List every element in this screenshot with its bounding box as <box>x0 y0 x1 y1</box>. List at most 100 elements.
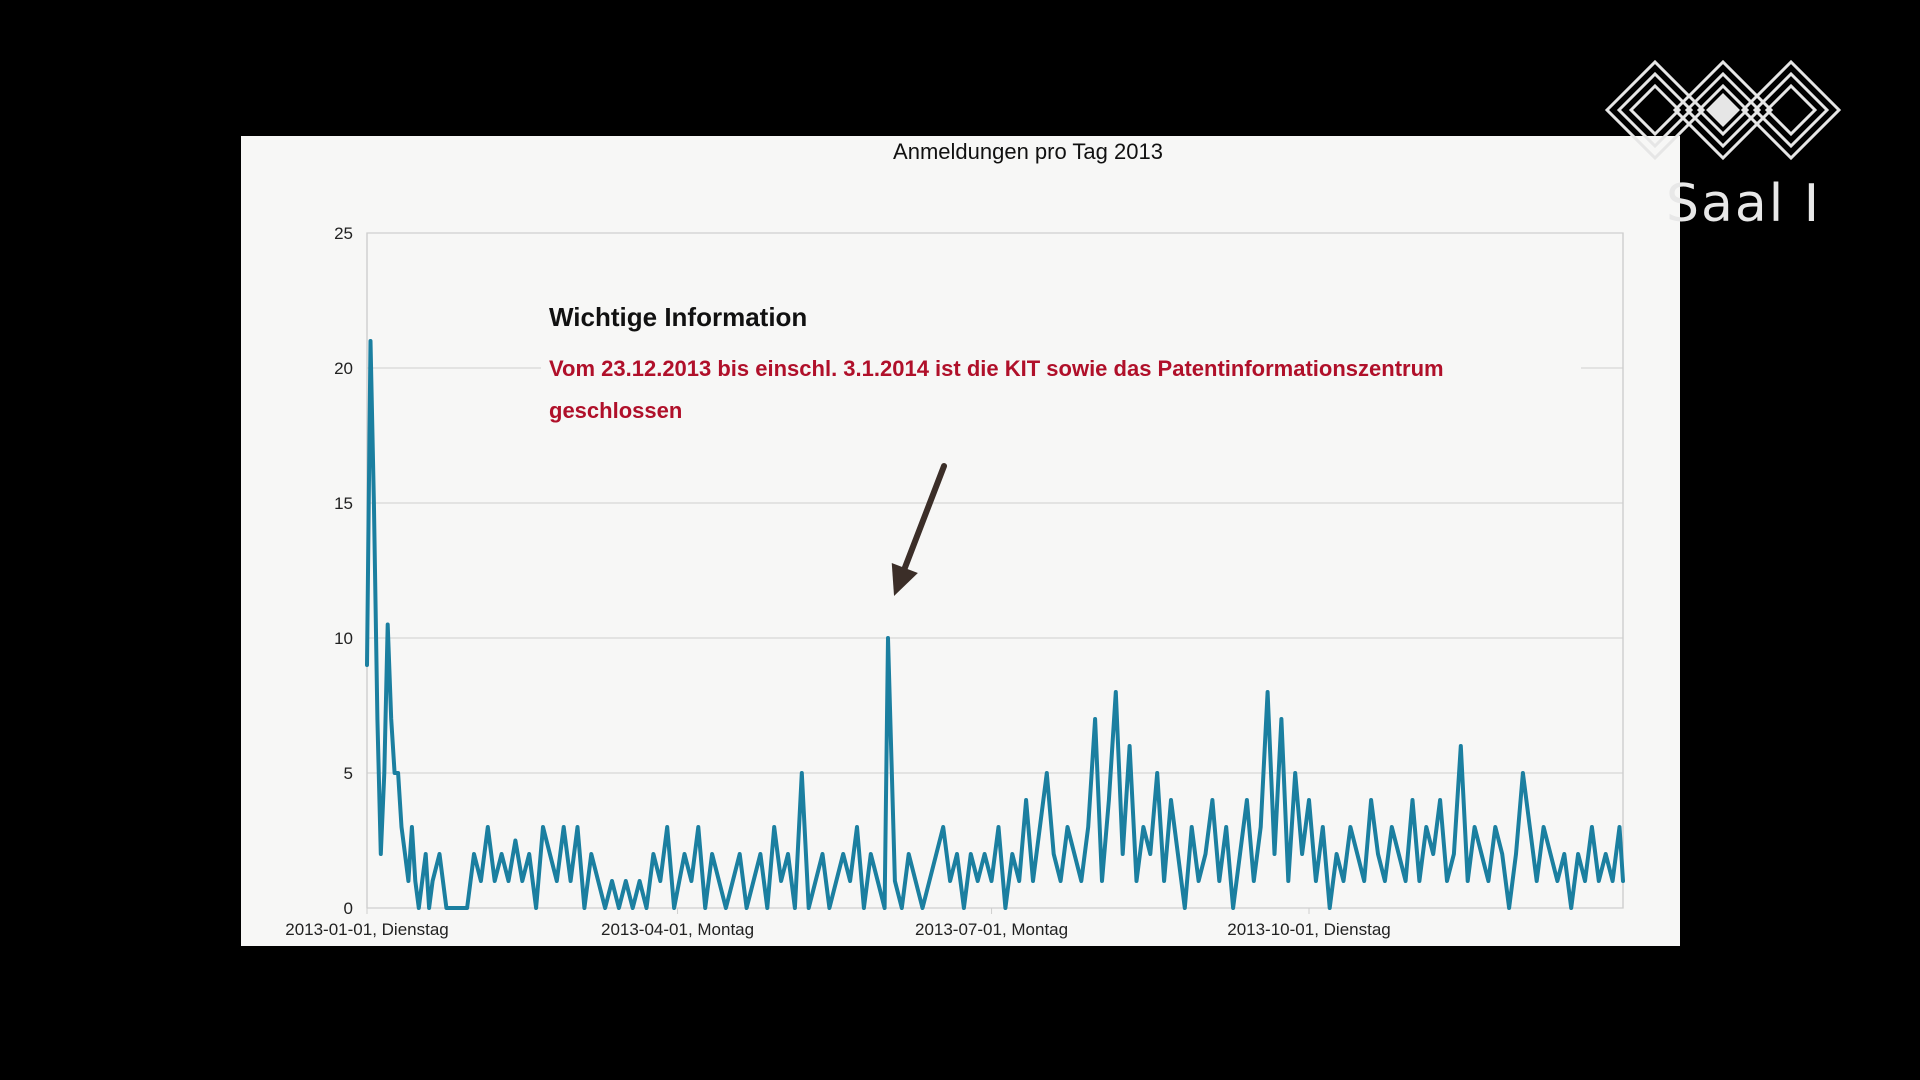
data-point <box>659 880 661 882</box>
data-point <box>1363 880 1365 882</box>
data-point <box>1191 826 1193 828</box>
data-point <box>1274 853 1275 855</box>
data-point <box>1032 880 1034 882</box>
data-point <box>753 880 754 882</box>
room-label: Saal I <box>1666 174 1822 234</box>
y-tick-label: 20 <box>334 359 353 378</box>
data-point <box>1598 880 1600 882</box>
data-point <box>1494 826 1496 828</box>
data-point <box>1267 691 1269 693</box>
series-layer <box>365 339 1625 910</box>
data-point <box>704 907 706 909</box>
data-point <box>1108 799 1110 801</box>
data-point <box>1046 772 1048 774</box>
data-point <box>1198 880 1200 882</box>
data-point <box>618 907 620 909</box>
data-point <box>877 880 879 882</box>
data-point <box>849 880 851 882</box>
data-point <box>1418 880 1420 882</box>
data-point <box>1129 745 1131 747</box>
data-point <box>1349 826 1351 828</box>
data-point <box>604 907 606 909</box>
data-point <box>759 853 761 855</box>
data-point <box>1577 853 1579 855</box>
data-point <box>1294 772 1296 774</box>
data-point <box>1460 745 1462 747</box>
data-point <box>870 853 872 855</box>
data-point <box>401 826 402 828</box>
data-point <box>922 907 923 909</box>
data-point <box>1025 799 1027 801</box>
y-tick-label: 25 <box>334 224 353 243</box>
data-point <box>739 853 741 855</box>
data-point <box>887 637 889 639</box>
data-point <box>1136 880 1137 882</box>
annotation-text-line1: Vom 23.12.2013 bis einschl. 3.1.2014 ist… <box>549 356 1444 381</box>
data-point <box>383 772 385 774</box>
data-point <box>1087 826 1089 828</box>
data-point <box>1563 853 1565 855</box>
data-point <box>570 880 572 882</box>
data-point <box>835 880 837 882</box>
data-point <box>1170 799 1172 801</box>
data-point <box>1253 880 1255 882</box>
data-point <box>411 826 413 828</box>
data-point <box>590 853 592 855</box>
data-point <box>1067 826 1068 828</box>
data-point <box>725 907 727 909</box>
data-point <box>942 826 944 828</box>
y-tick-label: 5 <box>344 764 353 783</box>
data-point <box>1205 853 1206 855</box>
data-point <box>732 880 734 882</box>
data-point <box>1260 826 1262 828</box>
chart-title: Anmeldungen pro Tag 2013 <box>893 139 1163 164</box>
data-point <box>963 907 965 909</box>
data-point <box>1218 880 1220 882</box>
data-point <box>556 880 558 882</box>
data-point <box>1163 880 1165 882</box>
data-point <box>1439 799 1441 801</box>
data-point <box>1073 853 1075 855</box>
data-point <box>1343 880 1344 882</box>
data-point <box>794 907 796 909</box>
data-point <box>787 853 789 855</box>
data-point <box>373 502 375 504</box>
data-point <box>1453 853 1455 855</box>
data-point <box>1405 880 1407 882</box>
data-point <box>1556 880 1558 882</box>
data-point <box>1308 799 1310 801</box>
data-point <box>915 880 917 882</box>
data-point <box>521 880 523 882</box>
data-point <box>652 853 654 855</box>
data-point <box>828 907 830 909</box>
data-point <box>445 907 447 909</box>
data-point <box>1239 853 1241 855</box>
data-point <box>711 853 713 855</box>
axis-tick-labels: 0 5 10 15 20 25 2013-01-01, Dienstag 2013-04-01… <box>285 224 1391 939</box>
data-point <box>1246 799 1248 801</box>
data-point <box>1536 880 1538 882</box>
data-point <box>428 907 430 909</box>
data-point <box>1184 907 1186 909</box>
data-point <box>487 826 489 828</box>
data-point <box>673 907 675 909</box>
data-point <box>984 853 986 855</box>
data-point <box>780 880 782 882</box>
data-point <box>404 853 406 855</box>
data-point <box>1149 853 1151 855</box>
presentation-slide: Anmeldungen pro Tag 2013 0 5 10 15 20 25 2013-… <box>241 136 1680 946</box>
data-point <box>1377 853 1379 855</box>
data-point <box>1225 826 1227 828</box>
data-point <box>563 826 565 828</box>
data-point <box>1487 880 1489 882</box>
data-point <box>528 853 530 855</box>
data-point <box>639 880 641 882</box>
event-logo-icon <box>1604 59 1842 161</box>
data-point <box>1591 826 1593 828</box>
line-chart: Anmeldungen pro Tag 2013 0 5 10 15 20 25 2013-… <box>285 139 1625 939</box>
data-point <box>414 880 416 882</box>
data-point <box>1115 691 1117 693</box>
y-tick-label: 15 <box>334 494 353 513</box>
data-point <box>1018 880 1020 882</box>
